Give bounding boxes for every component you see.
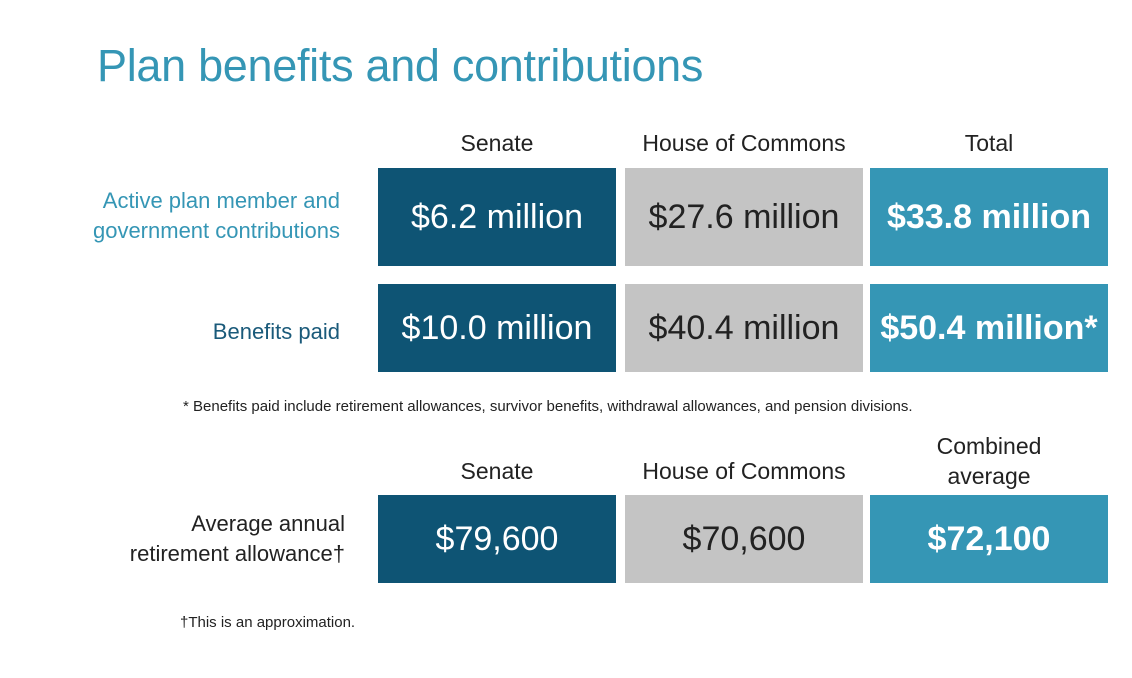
header-senate: Senate [460, 130, 534, 156]
header2-house-of-commons: House of Commons [642, 458, 846, 484]
cell-allowance-combined: $72,100 [870, 495, 1108, 583]
row-label-average-allowance: Average annual retirement allowance† [25, 509, 345, 569]
header2-combined-average: Combined average [870, 431, 1108, 491]
cell-benefits-senate: $10.0 million [378, 284, 616, 372]
cell-contributions-total: $33.8 million [870, 168, 1108, 266]
cell-allowance-senate: $79,600 [378, 495, 616, 583]
footnote-approximation: †This is an approximation. [180, 614, 356, 631]
header-house-of-commons: House of Commons [642, 130, 846, 156]
row-label-average-allowance-line2: retirement allowance† [129, 541, 345, 566]
header-total: Total [964, 130, 1014, 156]
cell-contributions-house: $27.6 million [625, 168, 863, 266]
row-label-benefits-paid: Benefits paid [212, 319, 340, 344]
header2-senate: Senate [460, 458, 534, 484]
cell-contributions-senate: $6.2 million [378, 168, 616, 266]
row-label-contributions-line2: government contributions [92, 218, 340, 243]
row-label-contributions-line1: Active plan member and [102, 188, 340, 213]
cell-allowance-house: $70,600 [625, 495, 863, 583]
page-title: Plan benefits and contributions [97, 40, 704, 91]
cell-benefits-house: $40.4 million [625, 284, 863, 372]
row-label-average-allowance-line1: Average annual [191, 511, 345, 536]
header2-combined-average-line2: average [947, 463, 1031, 489]
cell-benefits-total: $50.4 million* [870, 284, 1108, 372]
header2-combined-average-line1: Combined [936, 433, 1042, 459]
footnote-benefits: * Benefits paid include retirement allow… [183, 398, 913, 415]
row-label-contributions: Active plan member and government contri… [20, 186, 340, 246]
